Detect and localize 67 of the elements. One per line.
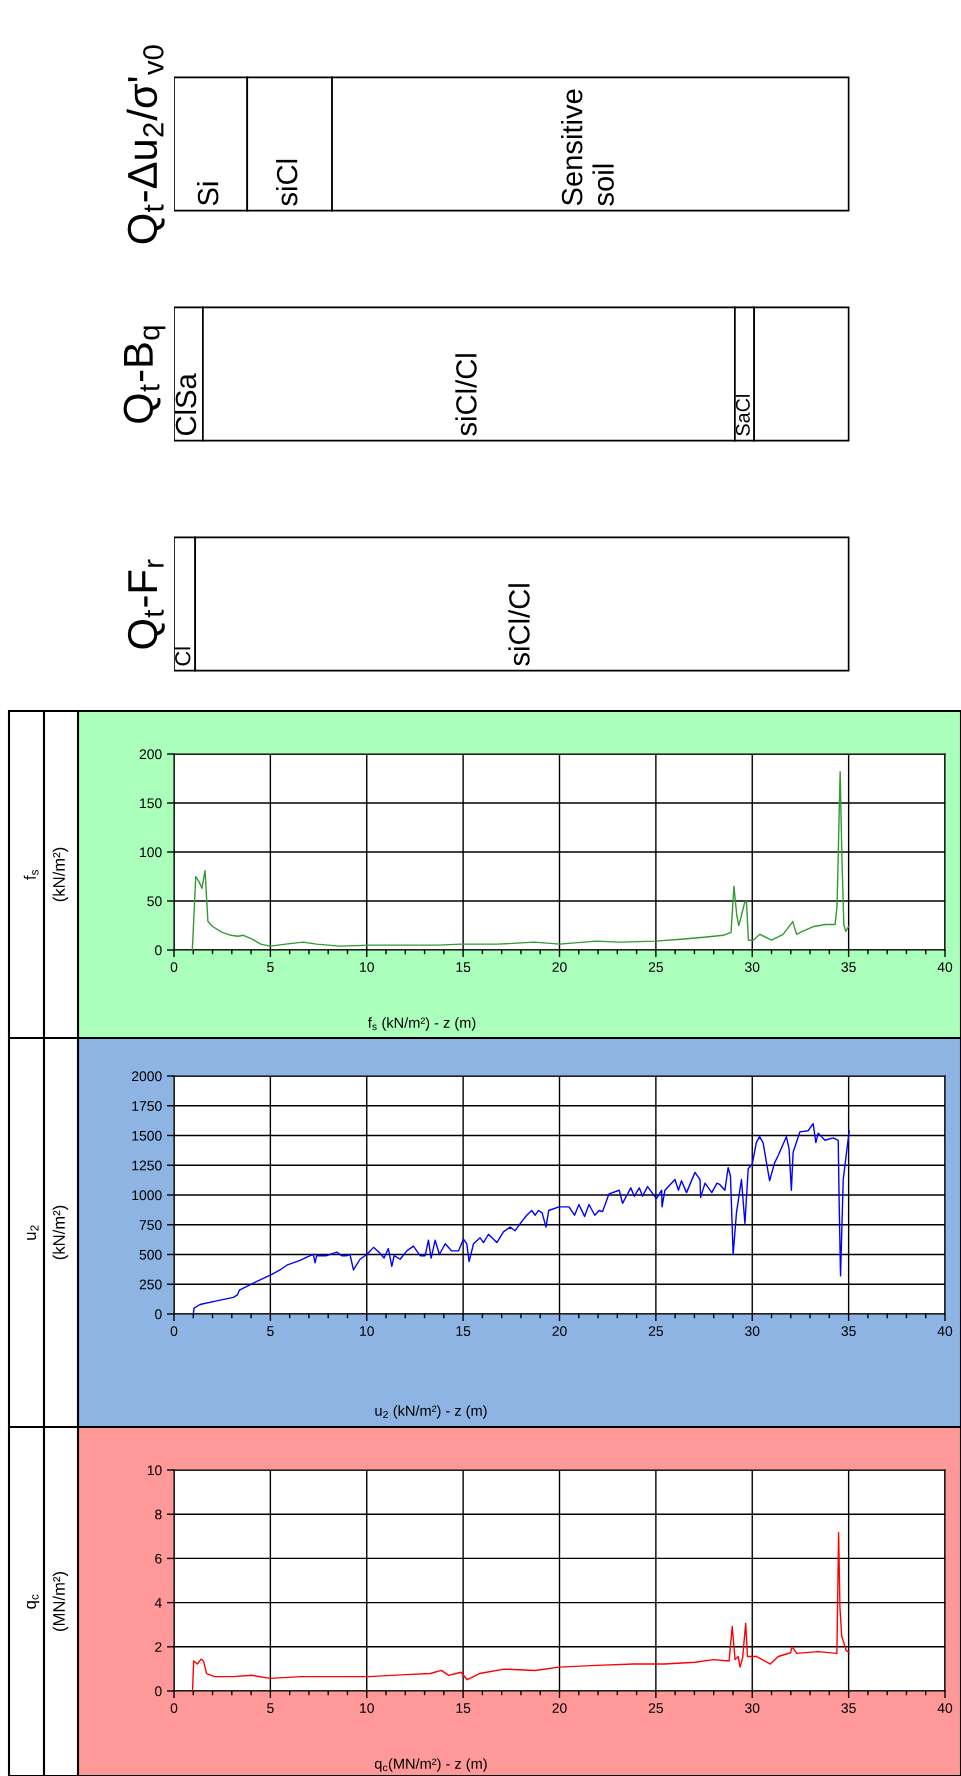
- y-tick-label: 2000: [132, 1071, 162, 1082]
- data-label: ClSa: [174, 373, 197, 436]
- data-label: Cl: [174, 647, 191, 666]
- y-tick-label: 6: [155, 1553, 162, 1564]
- x-tick-label: 25: [648, 1703, 664, 1714]
- x-tick-label: 0: [170, 962, 178, 973]
- x-tick-label: 10: [360, 1703, 374, 1714]
- y-tick-label: 2: [155, 1642, 162, 1652]
- y-tick-label: 4: [154, 1598, 162, 1608]
- y-tick-label: 500: [139, 1249, 162, 1260]
- x-tick-label: 15: [456, 962, 471, 973]
- x-tick-label: 0: [170, 1326, 178, 1337]
- x-tick-label: 35: [841, 962, 856, 973]
- y-tick-label: Q$_{t}$-B$_{q}$: [123, 326, 166, 423]
- x-tick-label: 5: [267, 962, 274, 973]
- x-tick-label: 20: [552, 1326, 567, 1337]
- data-label: siCl: [276, 159, 298, 206]
- x-tick-label: 35: [841, 1703, 856, 1714]
- x-tick-label: 20: [552, 962, 567, 973]
- x-tick-label: 40: [937, 962, 953, 973]
- x-tick-label: 0: [170, 1703, 178, 1714]
- y-tick-label: 200: [139, 749, 162, 760]
- x-tick-label: 15: [456, 1703, 471, 1714]
- x-tick-label: 25: [648, 962, 664, 973]
- line-series: [191, 1531, 850, 1691]
- x-tick-label: 10: [360, 962, 374, 973]
- x-axis-title: u$_{2}$ (kN/m²) - z (m): [375, 1405, 487, 1419]
- x-tick-label: 15: [456, 1326, 471, 1337]
- x-tick-label: 30: [745, 962, 760, 973]
- y-tick-label: Q$_{t}$-Δu$_{2}$/σ'$_{v0}$: [126, 45, 165, 244]
- x-tick-label: 30: [745, 1703, 760, 1714]
- y-tick-label: 1250: [132, 1160, 162, 1171]
- x-axis-title: q$_{c}$(MN/m²) - z (m): [374, 1758, 487, 1772]
- x-tick-label: 5: [267, 1703, 274, 1714]
- y-tick-label: 150: [140, 798, 162, 809]
- x-tick-label: 20: [552, 1703, 567, 1714]
- y-tick-label: 250: [139, 1279, 162, 1290]
- y-tick-label: 10: [147, 1465, 162, 1476]
- y-tick-label: Q$_{t}$-F$_{r}$: [127, 559, 165, 649]
- y-tick-label: 100: [140, 847, 162, 858]
- x-tick-label: 30: [745, 1326, 760, 1337]
- line-series: [192, 1122, 850, 1314]
- x-tick-label: 10: [360, 1326, 374, 1337]
- data-label: SaCl: [735, 395, 750, 436]
- x-axis-title: f$_{s}$ (kN/m²) - z (m): [367, 1017, 476, 1031]
- text: u$_{2}$ (kN/m²): [27, 1205, 69, 1260]
- y-tick-label: 50: [147, 896, 162, 907]
- data-label: siCl/Cl: [508, 584, 530, 666]
- data-label: Si: [197, 182, 219, 206]
- data-label: siCl/Cl: [455, 354, 477, 436]
- x-tick-label: 40: [937, 1326, 953, 1337]
- y-tick-label: 0: [155, 1309, 162, 1320]
- text: q$_{c}$ (MN/m²): [26, 1571, 69, 1632]
- y-tick-label: 750: [139, 1220, 162, 1230]
- y-tick-label: 0: [155, 1686, 162, 1697]
- x-tick-label: 25: [648, 1326, 664, 1337]
- x-tick-label: 5: [267, 1326, 274, 1337]
- y-tick-label: 1500: [132, 1130, 162, 1141]
- line-series: [191, 770, 850, 950]
- y-tick-label: 8: [155, 1509, 162, 1520]
- y-tick-label: 0: [155, 945, 162, 956]
- data-label: Sensitive soil: [561, 89, 614, 206]
- y-tick-label: 1750: [132, 1101, 162, 1111]
- x-tick-label: 35: [841, 1326, 856, 1337]
- text: f$_{s}$ (kN/m²): [23, 847, 69, 902]
- x-tick-label: 40: [937, 1703, 953, 1714]
- y-tick-label: 1000: [132, 1190, 162, 1201]
